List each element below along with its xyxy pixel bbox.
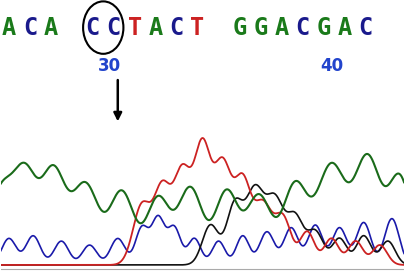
Text: T: T (190, 16, 205, 39)
Text: C: C (358, 16, 372, 39)
Text: C: C (107, 16, 121, 39)
Text: C: C (86, 16, 100, 39)
Text: C: C (170, 16, 184, 39)
Text: G: G (316, 16, 330, 39)
Text: 30: 30 (98, 57, 121, 75)
Text: A: A (274, 16, 288, 39)
Text: A: A (44, 16, 58, 39)
Text: C: C (23, 16, 37, 39)
Text: A: A (149, 16, 163, 39)
Text: 40: 40 (320, 57, 343, 75)
Text: T: T (128, 16, 142, 39)
Text: C: C (295, 16, 309, 39)
Text: G: G (253, 16, 267, 39)
Text: A: A (337, 16, 351, 39)
Text: G: G (232, 16, 247, 39)
Text: A: A (2, 16, 16, 39)
